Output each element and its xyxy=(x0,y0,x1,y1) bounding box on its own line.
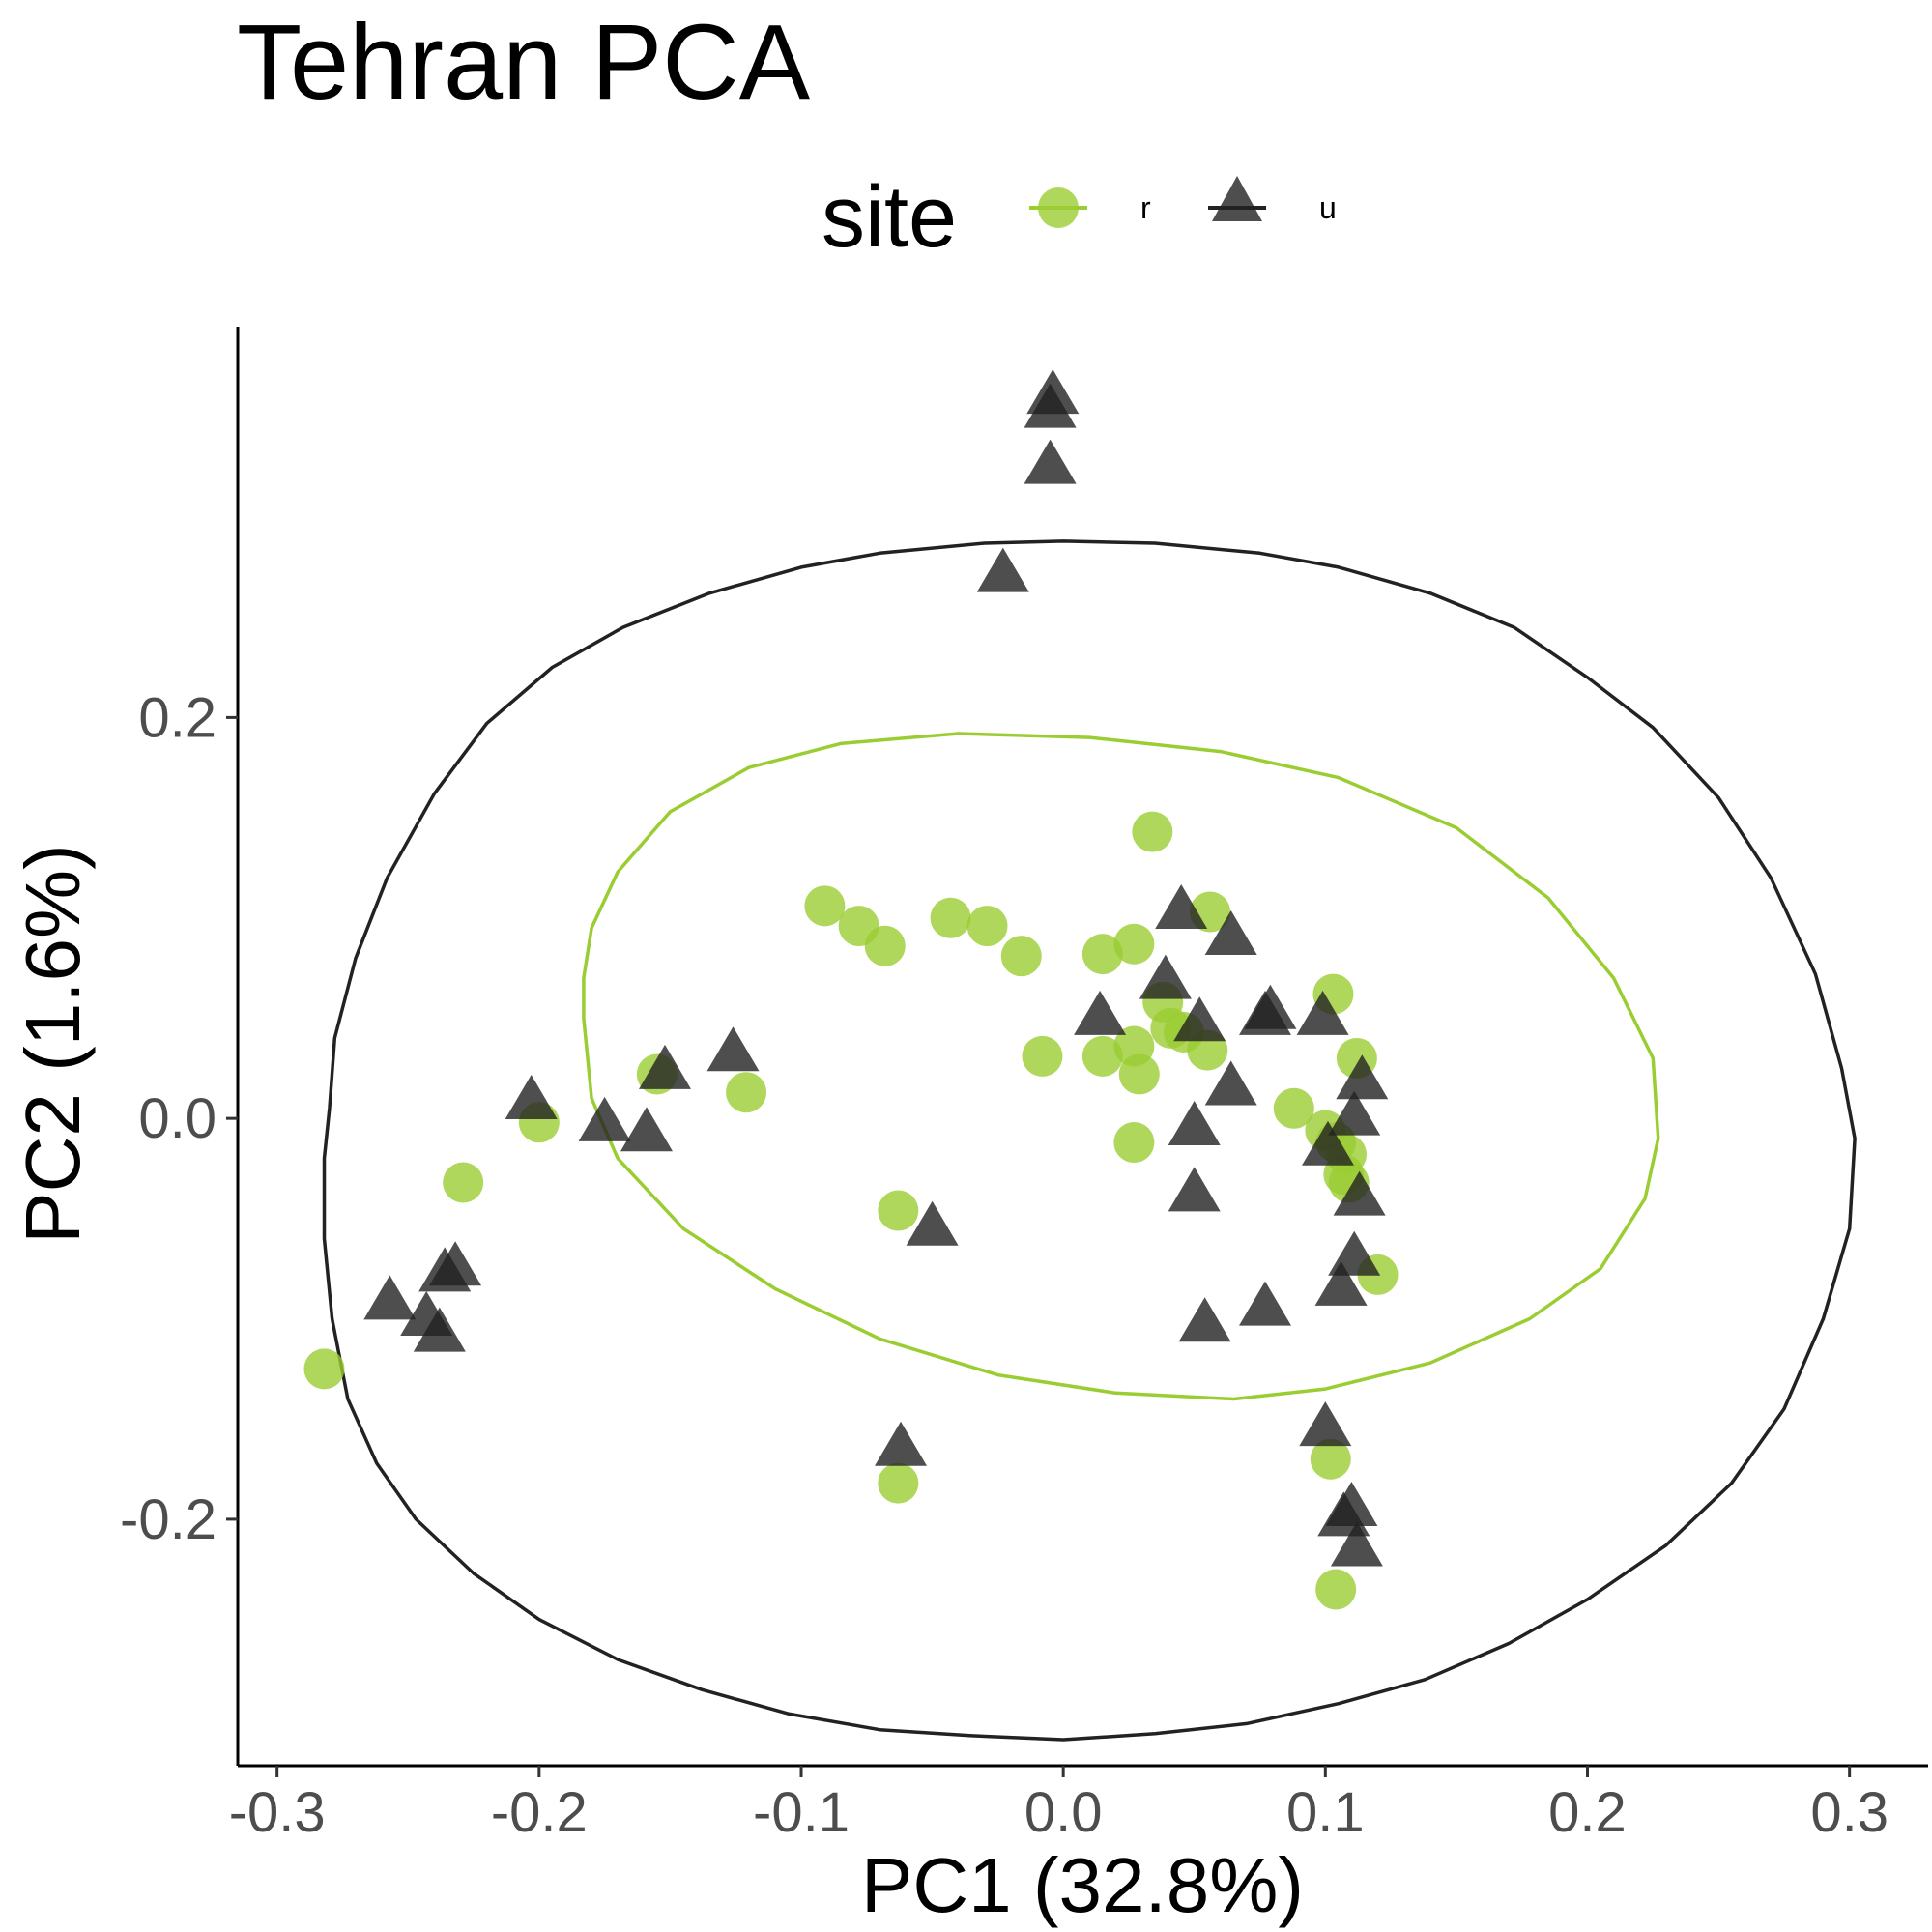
point-u xyxy=(1139,954,1192,999)
point-u xyxy=(639,1044,691,1089)
legend-title: site xyxy=(822,169,957,266)
point-r xyxy=(930,897,971,938)
x-tick-label: 0.3 xyxy=(1810,1781,1889,1844)
point-r xyxy=(1315,1569,1357,1610)
point-u xyxy=(1328,1230,1381,1276)
y-tick-label: 0.2 xyxy=(138,686,216,749)
x-tick-label: -0.3 xyxy=(229,1781,326,1844)
point-u xyxy=(1302,1120,1354,1166)
point-u xyxy=(1173,996,1226,1042)
point-u xyxy=(906,1200,959,1246)
axes: -0.3 -0.2 -0.1 0.0 0.1 0.2 0.3 -0.2 0.0 0.2 xyxy=(120,327,1928,1844)
x-tick-label: 0.1 xyxy=(1286,1781,1365,1844)
point-r xyxy=(303,1348,345,1390)
point-u xyxy=(1024,439,1077,484)
point-u xyxy=(1026,369,1080,415)
point-r xyxy=(1081,1035,1123,1077)
point-u xyxy=(1168,1167,1221,1212)
point-u xyxy=(1239,1281,1291,1326)
point-u xyxy=(976,547,1029,592)
point-u xyxy=(363,1275,417,1320)
legend-label-r: r xyxy=(1140,190,1151,225)
point-u xyxy=(875,1421,927,1466)
point-r xyxy=(1273,1087,1314,1129)
point-u xyxy=(620,1107,673,1152)
point-r xyxy=(864,925,906,966)
point-r xyxy=(804,885,846,927)
point-layer xyxy=(303,369,1399,1610)
legend-key-circle-r xyxy=(1038,187,1079,228)
point-r xyxy=(726,1072,767,1113)
point-r xyxy=(1113,923,1155,965)
point-u xyxy=(505,1075,558,1119)
point-r xyxy=(1310,1438,1351,1480)
y-tick-label: 0.0 xyxy=(138,1087,216,1150)
point-u xyxy=(1074,990,1127,1035)
point-r xyxy=(1081,934,1123,975)
point-u xyxy=(1333,1170,1386,1216)
y-tick-label: -0.2 xyxy=(120,1488,216,1551)
point-r xyxy=(1118,1053,1160,1095)
point-r xyxy=(878,1462,919,1504)
legend-entry-u: u xyxy=(1208,176,1337,225)
point-r xyxy=(1132,811,1173,852)
point-u xyxy=(1299,1401,1352,1447)
chart-title: Tehran PCA xyxy=(237,3,811,122)
point-u xyxy=(1314,1260,1368,1306)
confidence-ellipse-u xyxy=(322,539,1857,1742)
y-axis-ticks: -0.2 0.0 0.2 xyxy=(120,686,238,1551)
ellipse-layer xyxy=(322,539,1857,1742)
point-u xyxy=(1328,1090,1381,1136)
x-axis-label: PC1 (32.8%) xyxy=(861,1842,1304,1928)
point-u xyxy=(1155,884,1208,929)
y-axis-label: PC2 (1.6%) xyxy=(10,844,96,1243)
point-u xyxy=(1336,1054,1389,1100)
x-axis-ticks: -0.3 -0.2 -0.1 0.0 0.1 0.2 0.3 xyxy=(229,1766,1889,1844)
point-r xyxy=(443,1162,484,1203)
legend-label-u: u xyxy=(1319,190,1337,225)
legend: site r u xyxy=(822,169,1337,266)
point-r xyxy=(878,1190,919,1231)
point-u xyxy=(1296,990,1349,1035)
point-r xyxy=(1000,936,1042,977)
point-r xyxy=(1022,1035,1063,1077)
point-u xyxy=(429,1241,482,1286)
x-tick-label: 0.2 xyxy=(1548,1781,1627,1844)
point-u xyxy=(413,1307,466,1352)
point-u xyxy=(1330,1521,1383,1567)
x-tick-label: -0.1 xyxy=(753,1781,850,1844)
confidence-ellipse-r xyxy=(582,732,1660,1401)
point-u xyxy=(1204,910,1257,955)
point-u xyxy=(1239,990,1291,1035)
point-r xyxy=(1113,1122,1155,1164)
point-u xyxy=(706,1026,760,1072)
point-r xyxy=(966,906,1008,947)
point-u xyxy=(1178,1297,1231,1342)
legend-entry-r: r xyxy=(1029,187,1151,228)
x-tick-label: -0.2 xyxy=(491,1781,588,1844)
point-u xyxy=(578,1096,631,1141)
point-u xyxy=(1204,1060,1257,1106)
point-u xyxy=(1168,1101,1221,1145)
legend-key-triangle-u xyxy=(1212,176,1262,221)
x-tick-label: 0.0 xyxy=(1024,1781,1103,1844)
